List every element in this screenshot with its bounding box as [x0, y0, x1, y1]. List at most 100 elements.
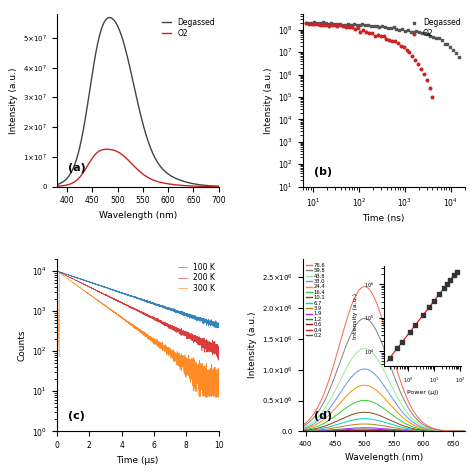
Degassed [435, 35, 443, 42]
O2 [400, 43, 408, 51]
O2 [130, 162, 136, 167]
Degassed [376, 23, 383, 31]
100 K [216, 325, 221, 331]
Degassed [302, 19, 310, 27]
Degassed [395, 26, 403, 34]
Degassed [347, 21, 355, 28]
O2 [180, 182, 186, 188]
Degassed [449, 46, 457, 54]
O2 [371, 32, 379, 39]
Degassed [429, 33, 437, 40]
100 K [54, 268, 60, 274]
100 K [83, 278, 89, 284]
Line: 100 K: 100 K [57, 271, 219, 328]
Degassed [333, 20, 341, 27]
O2 [221, 184, 227, 190]
Degassed [384, 24, 392, 31]
Y-axis label: Intensity (a.u.): Intensity (a.u.) [247, 312, 256, 378]
Degassed [342, 21, 349, 28]
Legend: Degassed, O2: Degassed, O2 [411, 18, 461, 37]
Degassed [130, 77, 136, 82]
Degassed [373, 22, 381, 30]
O2 [83, 165, 89, 171]
X-axis label: Wavelength (nm): Wavelength (nm) [345, 453, 423, 462]
Legend: 100 K, 200 K, 300 K: 100 K, 200 K, 300 K [178, 263, 215, 293]
O2 [417, 65, 425, 73]
Degassed [313, 19, 321, 27]
O2 [391, 37, 399, 45]
O2 [153, 178, 158, 184]
O2 [394, 39, 401, 47]
O2 [305, 20, 312, 28]
O2 [365, 29, 373, 36]
300 K [203, 394, 209, 400]
Degassed [54, 182, 60, 188]
O2 [406, 48, 413, 56]
300 K [116, 313, 121, 319]
Degassed [362, 21, 369, 29]
Legend: 76.6, 59.8, 43.8, 33.0, 24.4, 16.4, 10.1, 6.7, 3.9, 1.9, 1.2, 0.6, 0.4, 0.2: 76.6, 59.8, 43.8, 33.0, 24.4, 16.4, 10.1… [305, 262, 327, 339]
100 K [54, 268, 60, 274]
200 K [54, 268, 60, 274]
Text: (d): (d) [314, 411, 332, 421]
100 K [187, 313, 193, 319]
200 K [83, 283, 89, 288]
O2 [342, 24, 350, 31]
O2 [334, 22, 341, 29]
Degassed [410, 28, 417, 36]
O2 [411, 56, 419, 64]
X-axis label: Wavelength (nm): Wavelength (nm) [99, 211, 177, 220]
Degassed [359, 20, 366, 27]
300 K [187, 368, 193, 374]
100 K [151, 301, 157, 306]
X-axis label: Time (ns): Time (ns) [363, 214, 405, 223]
100 K [159, 303, 165, 309]
200 K [216, 352, 221, 358]
O2 [368, 30, 376, 37]
300 K [83, 289, 89, 295]
Degassed [345, 20, 352, 28]
O2 [403, 46, 410, 54]
O2 [97, 148, 102, 154]
Line: O2: O2 [57, 149, 224, 187]
Text: (a): (a) [68, 163, 86, 173]
O2 [420, 70, 428, 78]
Degassed [367, 22, 375, 30]
300 K [54, 268, 60, 274]
100 K [175, 309, 181, 315]
Legend: Degassed, O2: Degassed, O2 [162, 18, 215, 37]
Line: Degassed: Degassed [57, 18, 224, 186]
Degassed [308, 19, 315, 27]
O2 [380, 33, 387, 40]
Degassed [424, 31, 431, 38]
O2 [308, 20, 315, 28]
300 K [216, 392, 221, 398]
Degassed [336, 20, 344, 27]
Y-axis label: Counts: Counts [18, 329, 27, 361]
Degassed [83, 109, 89, 115]
200 K [151, 316, 157, 321]
Degassed [412, 27, 420, 35]
Degassed [166, 172, 172, 177]
O2 [397, 42, 405, 49]
Degassed [427, 32, 434, 40]
Y-axis label: Intensity (a.u.): Intensity (a.u.) [9, 67, 18, 134]
O2 [328, 21, 336, 28]
Degassed [404, 26, 411, 34]
Degassed [407, 28, 414, 36]
O2 [331, 21, 338, 28]
Degassed [418, 29, 426, 36]
Degassed [392, 25, 400, 32]
Degassed [356, 21, 364, 29]
200 K [116, 299, 121, 304]
O2 [351, 25, 358, 33]
O2 [423, 77, 430, 84]
100 K [216, 322, 221, 328]
200 K [187, 333, 193, 339]
Degassed [382, 24, 389, 31]
O2 [313, 20, 321, 27]
O2 [337, 22, 344, 29]
Degassed [447, 44, 454, 51]
O2 [409, 52, 416, 60]
Degassed [387, 24, 394, 32]
